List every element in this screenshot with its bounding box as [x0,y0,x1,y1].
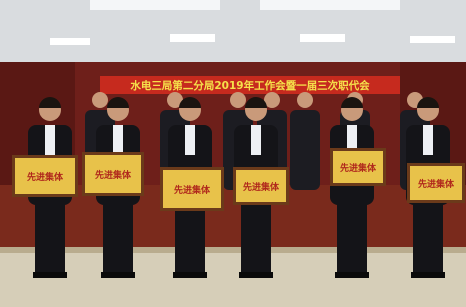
person-head [92,92,108,108]
person-shoes [173,272,207,278]
plaque-text: 先进集体 [418,178,455,190]
photo: 水电三局第二分局2019年工作会暨一届三次职代会 先进集体先进集体先进集体先进集… [0,0,466,307]
person-shoes [411,272,445,278]
ceiling-light [50,38,90,45]
person-shirt [45,125,55,155]
plaque-text: 先进集体 [95,169,132,181]
plaque-text: 先进集体 [174,184,211,196]
plaque-text: 先进集体 [340,162,377,174]
person-shirt [185,125,195,155]
person-shoes [335,272,369,278]
banner-text: 水电三局第二分局2019年工作会暨一届三次职代会 [129,79,370,92]
person-body [290,110,320,190]
plaque-text: 先进集体 [243,181,280,193]
person-head [230,92,246,108]
person-legs [103,200,133,275]
plaque-text: 先进集体 [27,171,64,183]
person-legs [175,200,205,275]
person-legs [413,200,443,275]
ceiling-light [300,34,345,42]
floor [0,247,466,307]
person-shoes [239,272,273,278]
person-shirt [113,125,123,155]
ceiling-light [260,0,400,10]
ceiling-light [170,34,215,42]
ceiling-light [90,0,220,10]
ceiling [0,0,466,72]
person-shirt [423,125,433,155]
person-legs [337,200,367,275]
person-legs [35,200,65,275]
person-shoes [33,272,67,278]
step [0,247,466,253]
ceiling-light [410,36,455,43]
person-shoes [101,272,135,278]
person-shirt [251,125,261,155]
person-head [297,92,313,108]
person-legs [241,200,271,275]
